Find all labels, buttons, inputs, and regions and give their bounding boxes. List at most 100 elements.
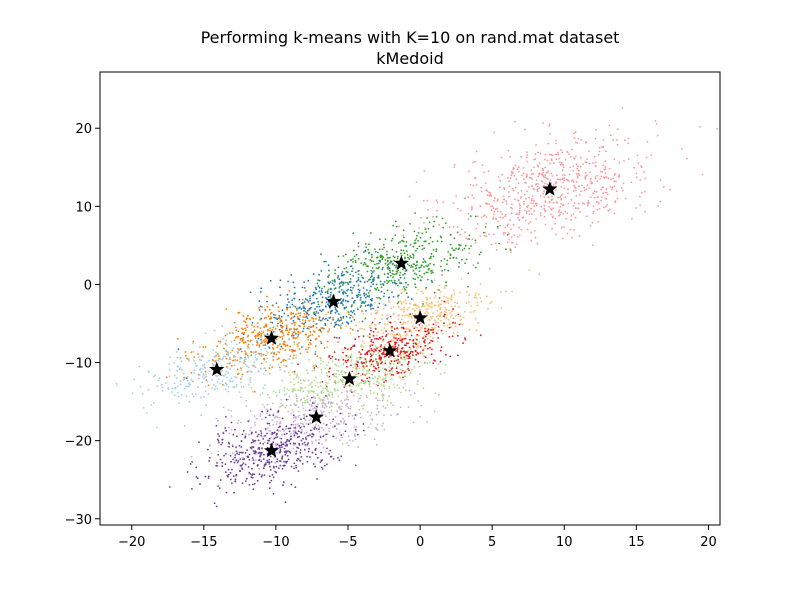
data-point [394,337,397,340]
data-point [394,357,396,360]
data-point [497,176,500,178]
data-point [331,426,334,428]
data-point [417,306,420,308]
data-point [297,470,300,472]
data-point [401,318,403,321]
data-point [370,275,373,278]
data-point [308,392,310,394]
data-point [406,342,408,344]
data-point [372,307,374,310]
data-point [377,251,379,254]
data-point [536,188,539,191]
data-point [565,178,568,181]
data-point [313,407,316,409]
data-point [556,202,558,204]
data-point [588,150,590,153]
data-point [433,359,435,362]
data-point [384,259,387,261]
data-point [303,441,306,444]
data-point [361,405,363,407]
data-point [261,418,263,421]
data-point [537,183,539,185]
data-point [302,414,305,416]
data-point [603,206,605,209]
data-point [420,216,422,219]
data-point [396,257,399,260]
data-point [429,236,432,239]
data-point [612,177,614,180]
data-point [324,464,326,467]
data-point [392,224,395,227]
data-point [372,370,375,373]
data-point [346,359,349,362]
data-point [252,450,255,452]
data-point [413,366,416,369]
data-point [224,349,227,352]
data-point [307,335,310,338]
data-point [319,398,322,401]
data-point [544,201,547,204]
data-point [269,455,272,458]
data-point [234,480,237,483]
data-point [557,196,560,199]
data-point [429,361,431,364]
data-point [235,474,238,477]
data-point [601,196,603,199]
data-point [256,325,259,328]
data-point [227,352,230,355]
data-point [408,330,411,332]
data-point [342,378,344,380]
data-point [331,392,333,394]
data-point [474,294,476,297]
data-point [451,247,453,250]
data-point [378,399,381,402]
data-point [463,197,466,200]
data-point [304,386,307,389]
data-point [314,364,317,366]
data-point [436,340,439,343]
data-point [285,451,288,454]
data-point [378,387,381,390]
data-point [141,393,144,395]
data-point [383,292,386,295]
data-point [545,177,548,180]
data-point [299,451,302,454]
data-point [347,444,350,447]
data-point [293,331,296,334]
data-point [367,248,370,251]
data-point [156,385,159,388]
data-point [367,265,369,268]
data-point [614,200,617,203]
data-point [311,370,314,372]
data-point [363,404,365,407]
data-point [372,331,375,333]
data-point [381,335,384,338]
data-point [212,359,215,362]
data-point [357,258,360,260]
data-point [262,458,265,460]
data-point [480,186,483,189]
data-point [376,256,379,259]
data-point [504,248,507,251]
data-point [294,442,296,445]
data-point [237,419,240,422]
data-point [525,156,528,159]
data-point [321,318,324,321]
data-point [297,430,300,433]
data-point [483,234,486,237]
data-point [450,316,452,318]
data-point [317,424,320,427]
data-point [331,360,334,363]
data-point [313,331,316,333]
data-point [303,287,306,289]
data-point [542,172,544,174]
data-point [314,465,316,468]
data-point [575,207,577,210]
data-point [334,272,336,275]
data-point [575,173,578,175]
data-point [526,190,529,193]
data-point [459,244,462,247]
data-point [438,284,441,287]
data-point [521,174,523,177]
data-point [454,322,457,324]
